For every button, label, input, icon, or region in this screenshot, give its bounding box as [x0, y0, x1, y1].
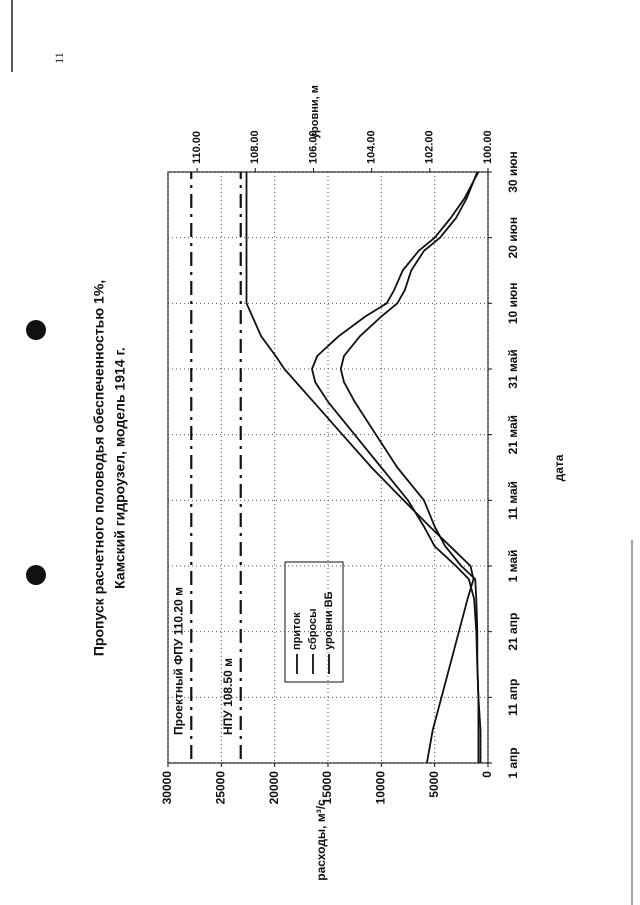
y2-tick-label: 100.00 [482, 130, 494, 164]
x-tick-label: 30 июн [506, 151, 520, 193]
punch-hole [26, 565, 46, 585]
x-axis-title: дата [552, 454, 566, 481]
y-tick-label: 0 [480, 771, 494, 778]
y2-axis-title: уровни, м [309, 85, 321, 139]
x-tick-label: 21 май [506, 415, 520, 454]
y-tick-label: 10000 [374, 771, 388, 805]
reference-label: Проектный ФПУ 110.20 м [171, 587, 185, 735]
y2-tick-label: 102.00 [424, 130, 436, 164]
y-tick-label: 20000 [267, 771, 281, 805]
series-line [311, 171, 482, 763]
y-tick-label: 5000 [427, 771, 441, 798]
page-number: 11 [52, 52, 66, 64]
chart-title: Пропуск расчетного половодья обеспеченно… [91, 280, 107, 656]
series-line [339, 171, 480, 763]
punch-hole [26, 320, 46, 340]
legend-label: уровни ВБ [323, 591, 335, 650]
y-tick-label: 15000 [320, 771, 334, 805]
x-tick-label: 20 июн [506, 217, 520, 259]
x-tick-label: 21 апр [506, 613, 520, 651]
reference-label: НПУ 108.50 м [221, 658, 235, 735]
x-tick-label: 1 май [506, 550, 520, 583]
y-tick-label: 30000 [160, 771, 174, 805]
y-axis-title: расходы, м³/с [314, 799, 328, 881]
x-tick-label: 1 апр [506, 747, 520, 778]
y2-tick-label: 108.00 [249, 130, 261, 164]
y2-tick-label: 106.00 [307, 130, 319, 164]
x-tick-label: 11 май [506, 481, 520, 520]
series-line [245, 172, 475, 764]
legend-label: сбросы [307, 608, 319, 650]
y2-tick-label: 104.00 [366, 130, 378, 164]
y2-tick-label: 110.00 [191, 131, 203, 164]
chart-subtitle: Камский гидроузел, модель 1914 г. [112, 347, 128, 589]
x-tick-label: 11 апр [506, 679, 520, 716]
x-tick-label: 31 май [506, 349, 520, 388]
legend-label: приток [291, 612, 303, 650]
y-tick-label: 25000 [214, 771, 228, 805]
legend-box [284, 561, 344, 683]
x-tick-label: 10 июн [506, 283, 520, 325]
